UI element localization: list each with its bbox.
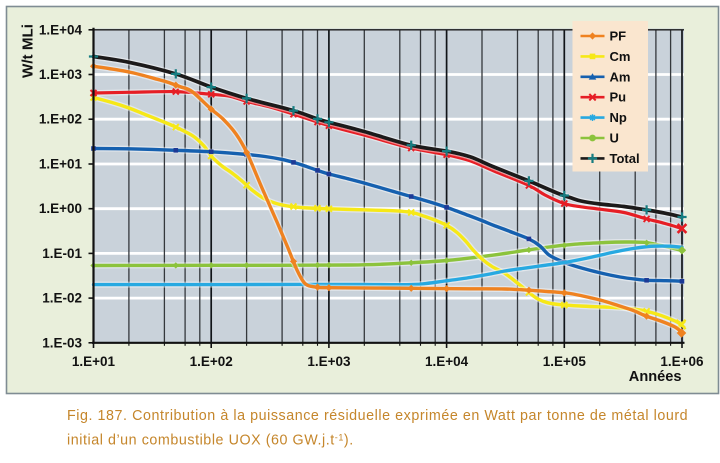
- svg-text:1.E+00: 1.E+00: [39, 201, 82, 216]
- svg-text:1.E-02: 1.E-02: [42, 291, 82, 306]
- svg-text:1.E+01: 1.E+01: [39, 157, 83, 172]
- svg-text:Total: Total: [610, 151, 640, 166]
- svg-text:1.E+02: 1.E+02: [190, 354, 233, 369]
- svg-text:Fig. 187. Contribution à la pu: Fig. 187. Contribution à la puissance ré…: [67, 408, 688, 424]
- svg-text:initial d’un combustible UOX (: initial d’un combustible UOX (60 GW.j.t-…: [67, 433, 354, 449]
- svg-text:1.E+02: 1.E+02: [39, 112, 82, 127]
- svg-text:1.E+01: 1.E+01: [72, 354, 116, 369]
- svg-text:1.E-03: 1.E-03: [42, 335, 82, 350]
- svg-text:Pu: Pu: [610, 90, 627, 105]
- svg-text:W/t MLi: W/t MLi: [20, 24, 37, 78]
- svg-text:Np: Np: [610, 110, 627, 125]
- svg-text:PF: PF: [610, 29, 627, 44]
- svg-text:1.E+04: 1.E+04: [425, 354, 469, 369]
- svg-text:1.E+06: 1.E+06: [660, 354, 704, 369]
- svg-text:1.E+05: 1.E+05: [543, 354, 587, 369]
- svg-text:1.E+03: 1.E+03: [307, 354, 351, 369]
- svg-text:Années: Années: [629, 369, 682, 385]
- svg-text:1.E+04: 1.E+04: [39, 22, 83, 37]
- svg-text:U: U: [610, 131, 619, 146]
- svg-text:Cm: Cm: [610, 49, 631, 64]
- svg-text:Am: Am: [610, 69, 631, 84]
- svg-text:1.E+03: 1.E+03: [39, 67, 83, 82]
- svg-text:1.E-01: 1.E-01: [42, 246, 82, 261]
